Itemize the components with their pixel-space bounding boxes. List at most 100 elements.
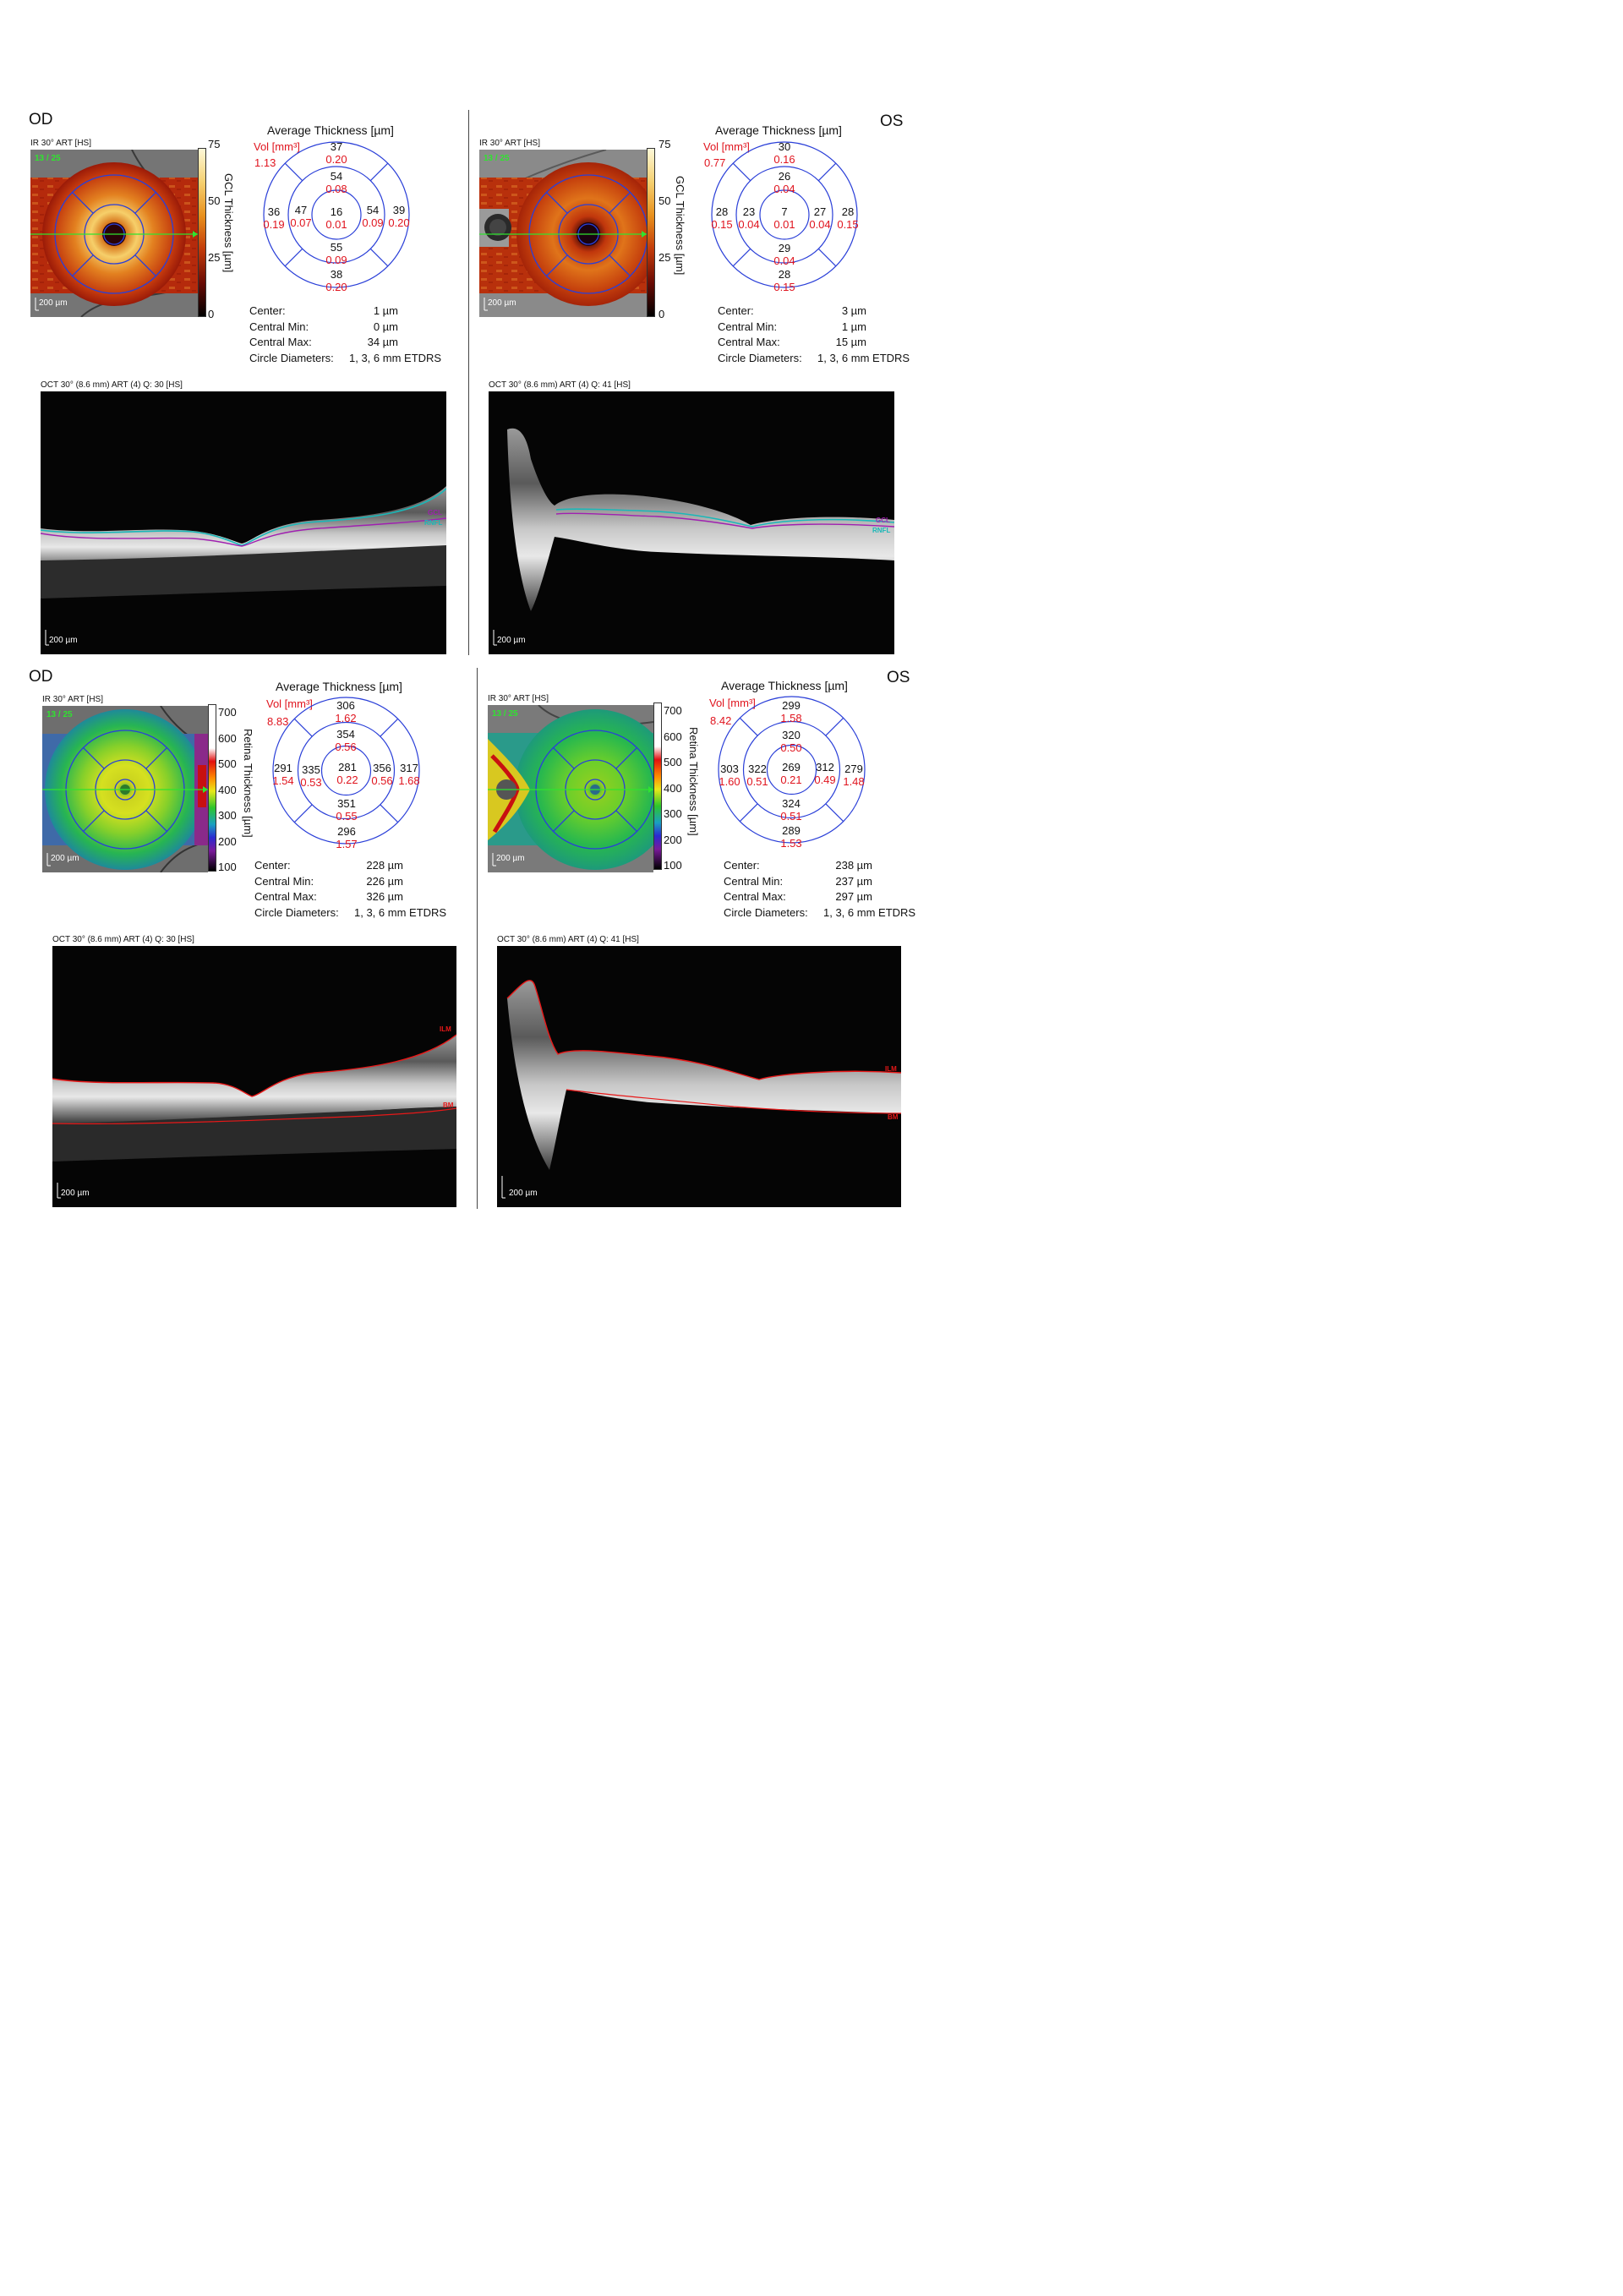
scale-bar: 200 µm: [496, 854, 525, 863]
retina-colorbar-os: [653, 702, 662, 870]
center-divider-bottom: [477, 668, 478, 1209]
oct-caption: OCT 30° (8.6 mm) ART (4) Q: 41 [HS]: [497, 935, 639, 944]
scale-bar: 200 µm: [61, 1189, 90, 1198]
oct-bscan-gcl-od: 200 µm GCL RNFL: [41, 391, 446, 654]
scale-bar: 200 µm: [509, 1189, 538, 1198]
scan-counter: 13 / 25: [492, 709, 518, 719]
sector-superior-inner: 54 0.08: [325, 170, 347, 195]
avg-thickness-title: Average Thickness [µm]: [267, 123, 394, 137]
sector-superior-outer: 299 1.58: [780, 699, 802, 724]
colorbar-label: Retina Thickness [µm]: [242, 729, 254, 838]
vol-label: Vol [mm³]: [266, 697, 313, 710]
sector-nasal-inner: 322 0.51: [746, 763, 768, 788]
thickness-stats-retina-od: Center: 228 µm Central Min: 226 µm Central…: [254, 859, 447, 919]
etdrs-grid-gcl-od: 37 0.20 54 0.08 36 0.19 47 0.07 16 0.01 54 0.0…: [263, 140, 410, 293]
vol-label: Vol [mm³]: [254, 140, 300, 153]
colorbar-tick: 400: [664, 782, 682, 795]
ir-caption: IR 30° ART [HS]: [488, 694, 549, 703]
sector-nasal-inner: 54 0.09: [362, 204, 384, 229]
colorbar-tick: 600: [664, 730, 682, 743]
colorbar-tick: 200: [218, 835, 237, 848]
sector-temporal-outer: 36 0.19: [263, 205, 285, 231]
colorbar-tick: 700: [218, 706, 237, 719]
vol-value: 1.13: [254, 156, 276, 169]
bm-layer-label: BM: [443, 1102, 454, 1109]
scan-counter: 13 / 25: [35, 154, 61, 163]
colorbar-label: GCL Thickness [µm]: [674, 176, 686, 276]
sector-center: 281 0.22: [336, 761, 358, 786]
colorbar-tick: 700: [664, 704, 682, 717]
avg-thickness-title: Average Thickness [µm]: [721, 679, 848, 692]
colorbar-tick: 50: [208, 194, 221, 207]
colorbar-tick: 0: [208, 308, 215, 320]
sector-nasal-outer: 303 1.60: [719, 763, 740, 788]
eye-label-od-bottom: OD: [29, 668, 53, 686]
colorbar-tick: 100: [664, 859, 682, 872]
sector-center: 16 0.01: [325, 205, 347, 231]
colorbar-label: GCL Thickness [µm]: [222, 173, 235, 273]
vol-value: 8.42: [710, 714, 732, 727]
ir-caption: IR 30° ART [HS]: [42, 695, 103, 704]
gcl-layer-label: GCL: [876, 517, 890, 524]
colorbar-tick: 500: [664, 756, 682, 768]
colorbar-tick: 100: [218, 861, 237, 873]
sector-nasal-outer: 317 1.68: [398, 762, 420, 787]
sector-temporal-outer: 291 1.54: [272, 762, 294, 787]
ir-caption: IR 30° ART [HS]: [30, 139, 91, 148]
oct-bscan-retina-od: 200 µm ILM BM: [52, 946, 456, 1207]
sector-superior-outer: 37 0.20: [325, 140, 347, 166]
sector-temporal-inner: 335 0.53: [300, 763, 322, 789]
oct-caption: OCT 30° (8.6 mm) ART (4) Q: 30 [HS]: [52, 935, 194, 944]
vol-label: Vol [mm³]: [703, 140, 750, 153]
colorbar-tick: 0: [658, 308, 665, 320]
ilm-layer-label: ILM: [885, 1065, 897, 1073]
sector-superior-outer: 30 0.16: [773, 140, 795, 166]
colorbar-tick: 75: [208, 138, 221, 150]
eye-label-os-top: OS: [880, 112, 904, 130]
sector-nasal-inner: 23 0.04: [738, 205, 760, 231]
sector-temporal-inner: 47 0.07: [290, 204, 312, 229]
scale-bar: 200 µm: [49, 636, 78, 645]
retina-thickness-map-od: 13 / 25 200 µm: [42, 706, 208, 872]
sector-inferior-outer: 296 1.57: [336, 825, 358, 850]
vol-value: 0.77: [704, 156, 726, 169]
sector-superior-inner: 354 0.56: [335, 728, 357, 753]
retina-colorbar-od: [208, 704, 216, 872]
oct-bscan-gcl-os: 200 µm GCL RNFL: [489, 391, 894, 654]
vol-label: Vol [mm³]: [709, 697, 756, 709]
sector-inferior-inner: 324 0.51: [780, 797, 802, 823]
sector-center: 7 0.01: [773, 205, 795, 231]
gcl-layer-label: GCL: [428, 509, 442, 517]
sector-nasal-outer: 39 0.20: [388, 204, 410, 229]
sector-inferior-outer: 38 0.20: [325, 268, 347, 293]
ir-caption: IR 30° ART [HS]: [479, 139, 540, 148]
center-divider-top: [468, 110, 469, 655]
sector-nasal-outer: 28 0.15: [711, 205, 733, 231]
scale-bar: 200 µm: [51, 854, 79, 863]
colorbar-tick: 75: [658, 138, 671, 150]
sector-nasal-inner: 356 0.56: [371, 762, 393, 787]
eye-label-od-top: OD: [29, 111, 53, 128]
bm-layer-label: BM: [888, 1113, 899, 1121]
oct-caption: OCT 30° (8.6 mm) ART (4) Q: 41 [HS]: [489, 380, 631, 390]
gcl-thickness-map-os: 13 / 25 200 µm: [479, 150, 647, 317]
sector-inferior-outer: 28 0.15: [773, 268, 795, 293]
sector-inferior-inner: 351 0.55: [336, 797, 358, 823]
avg-thickness-title: Average Thickness [µm]: [276, 680, 402, 693]
ilm-layer-label: ILM: [440, 1025, 451, 1033]
oct-bscan-retina-os: 200 µm ILM BM: [497, 946, 901, 1207]
sector-superior-inner: 26 0.04: [773, 170, 795, 195]
vol-value: 8.83: [267, 715, 289, 728]
scan-counter: 13 / 25: [484, 154, 510, 163]
etdrs-grid-retina-od: 306 1.62 354 0.56 291 1.54 335 0.53 281 0.22 …: [272, 697, 420, 850]
avg-thickness-title: Average Thickness [µm]: [715, 123, 842, 137]
scale-bar: 200 µm: [497, 636, 526, 645]
colorbar-tick: 500: [218, 757, 237, 770]
sector-center: 269 0.21: [780, 761, 802, 786]
colorbar-tick: 300: [664, 807, 682, 820]
colorbar-tick: 50: [658, 194, 671, 207]
eye-label-os-bottom: OS: [887, 669, 910, 686]
thickness-stats-retina-os: Center: 238 µm Central Min: 237 µm Central…: [724, 859, 916, 919]
colorbar-label: Retina Thickness [µm]: [687, 727, 700, 836]
thickness-stats-gcl-od: Center: 1 µm Central Min: 0 µm Central Max…: [249, 304, 442, 364]
